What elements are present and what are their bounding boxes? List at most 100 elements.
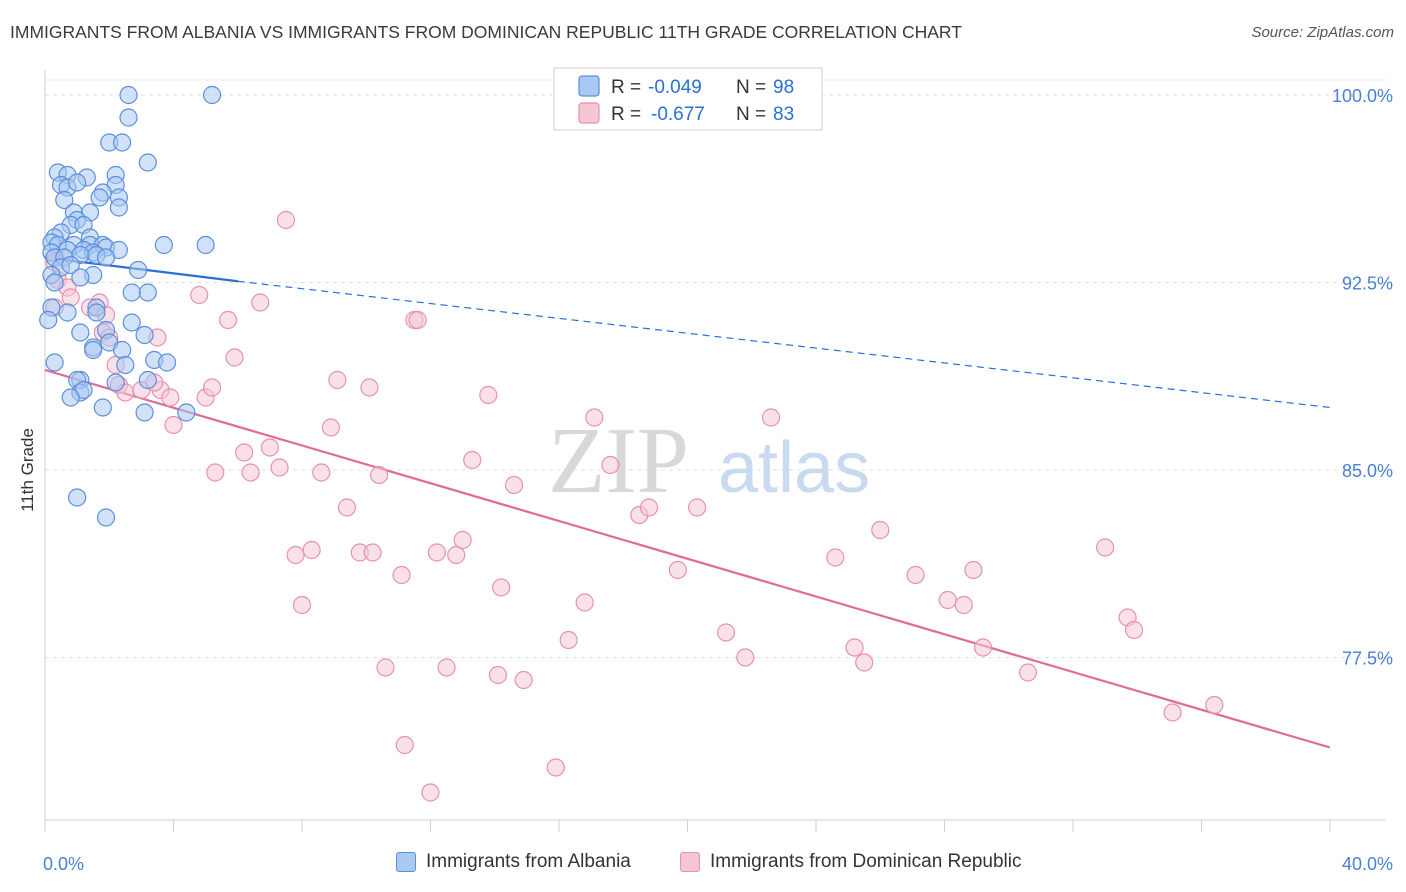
- data-point-albania: [154, 235, 173, 255]
- data-point-albania: [61, 255, 80, 275]
- y-tick-labels: 77.5% 85.0% 92.5% 100.0%: [1332, 86, 1393, 669]
- data-point-dominican: [161, 388, 180, 407]
- data-point-albania: [93, 398, 112, 417]
- data-point-albania: [122, 313, 141, 332]
- watermark: ZIP atlas: [548, 409, 870, 513]
- data-point-albania: [202, 85, 222, 105]
- source-credit: Source: ZipAtlas.com: [1251, 24, 1394, 41]
- data-point-albania: [71, 323, 90, 342]
- data-point-dominican: [302, 540, 321, 560]
- y-axis-label: 11th Grade: [18, 428, 37, 512]
- legend-swatch-dominican: [578, 102, 600, 124]
- data-point-dominican: [202, 378, 222, 397]
- data-point-dominican: [601, 455, 620, 475]
- data-point-dominican: [427, 543, 447, 562]
- data-point-dominican: [906, 565, 925, 585]
- data-point-albania: [109, 198, 128, 217]
- legend-r-value-albania: -0.049: [648, 77, 702, 98]
- data-point-dominican: [453, 530, 472, 550]
- bottom-legend-swatch-dominican: [680, 852, 700, 872]
- y-tick-label: 92.5%: [1342, 274, 1393, 294]
- correlation-legend: R = -0.049 N = 98 R = -0.677 N = 83: [553, 67, 823, 131]
- bottom-legend-label-dominican: Immigrants from Dominican Republic: [710, 851, 1022, 872]
- data-point-dominican: [312, 463, 331, 482]
- data-point-dominican: [437, 658, 456, 677]
- legend-r-label-dominican: R =: [611, 104, 641, 125]
- data-point-dominican: [370, 465, 389, 485]
- data-point-albania: [84, 340, 103, 360]
- data-point-albania: [135, 325, 154, 345]
- data-point-dominican: [1205, 695, 1224, 715]
- data-point-dominican: [376, 658, 395, 677]
- bottom-legend: Immigrants from Albania Immigrants from …: [0, 851, 1406, 879]
- data-point-dominican: [736, 648, 755, 667]
- data-point-dominican: [235, 443, 254, 462]
- data-point-albania: [96, 508, 116, 527]
- trend-line-dominican: [44, 368, 1331, 749]
- data-point-dominican: [855, 653, 874, 672]
- x-tick-label-max: 40.0%: [1342, 854, 1393, 874]
- data-point-dominican: [190, 285, 209, 305]
- bottom-legend-item-albania: Immigrants from Albania: [396, 851, 631, 873]
- data-point-albania: [129, 260, 148, 280]
- legend-n-label-dominican: N =: [736, 104, 766, 125]
- data-point-dominican: [447, 545, 466, 565]
- data-point-albania: [138, 153, 157, 172]
- data-point-albania: [71, 268, 90, 287]
- x-tick-labels: 0.0% 40.0%: [43, 854, 1393, 874]
- data-point-dominican: [328, 370, 347, 390]
- data-point-albania: [112, 133, 132, 152]
- data-point-dominican: [585, 408, 604, 427]
- data-point-dominican: [260, 438, 279, 457]
- data-point-dominican: [546, 758, 565, 777]
- data-point-dominican: [1163, 703, 1182, 722]
- data-point-albania: [68, 173, 87, 192]
- data-point-albania: [106, 373, 125, 392]
- data-point-albania: [61, 388, 80, 407]
- data-point-dominican: [479, 385, 498, 405]
- data-point-dominican: [421, 783, 440, 802]
- data-point-dominican: [463, 450, 482, 470]
- legend-n-value-albania: 98: [773, 77, 794, 98]
- bottom-legend-item-dominican: Immigrants from Dominican Republic: [680, 851, 1022, 873]
- data-point-albania: [90, 188, 109, 207]
- data-point-dominican: [1096, 538, 1115, 557]
- legend-r-value-dominican: -0.677: [651, 104, 705, 125]
- data-point-dominican: [337, 498, 357, 517]
- y-tick-label: 85.0%: [1342, 461, 1393, 481]
- data-point-dominican: [270, 458, 289, 477]
- data-point-dominican: [1018, 663, 1038, 682]
- data-point-dominican: [716, 623, 736, 642]
- bottom-legend-label-albania: Immigrants from Albania: [426, 851, 631, 872]
- data-point-dominican: [871, 520, 890, 540]
- data-point-dominican: [61, 288, 80, 307]
- legend-r-label-albania: R =: [611, 77, 641, 98]
- grid-lines: [45, 79, 1385, 658]
- data-point-albania: [45, 273, 64, 292]
- data-point-dominican: [559, 630, 578, 650]
- data-point-dominican: [1124, 620, 1144, 640]
- data-point-dominican: [688, 498, 707, 517]
- data-point-albania: [138, 370, 157, 390]
- data-point-dominican: [241, 463, 260, 482]
- y-tick-label: 77.5%: [1342, 649, 1393, 669]
- data-point-albania: [196, 235, 215, 255]
- data-point-dominican: [954, 595, 973, 615]
- data-point-dominican: [668, 560, 687, 580]
- data-point-dominican: [826, 548, 845, 567]
- y-tick-label: 100.0%: [1332, 86, 1393, 106]
- data-point-dominican: [219, 310, 238, 330]
- data-point-dominican: [286, 545, 305, 565]
- series-albania: [39, 85, 222, 527]
- data-point-dominican: [251, 293, 270, 312]
- legend-n-label-albania: N =: [736, 77, 766, 98]
- data-point-albania: [119, 108, 138, 127]
- data-point-albania: [177, 403, 196, 422]
- legend-n-value-dominican: 83: [773, 104, 794, 125]
- data-point-dominican: [321, 418, 341, 437]
- data-point-albania: [122, 283, 141, 302]
- data-point-dominican: [488, 665, 508, 685]
- data-point-albania: [58, 303, 77, 322]
- series-dominican-republic: [45, 210, 1224, 802]
- data-point-albania: [135, 403, 154, 422]
